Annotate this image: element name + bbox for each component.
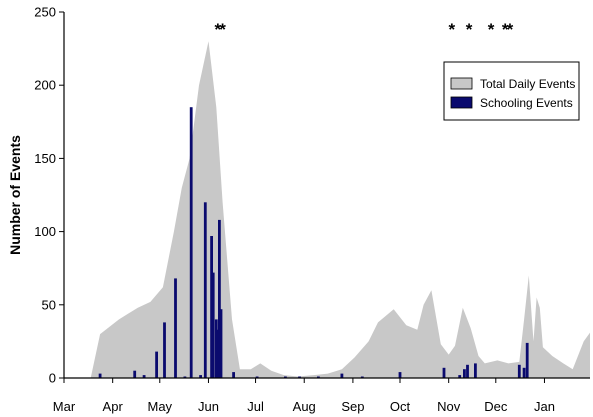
legend-label-schooling: Schooling Events xyxy=(480,96,573,110)
schooling-event-bar xyxy=(219,309,223,378)
schooling-event-bar xyxy=(218,219,221,378)
y-ticks-layer: 0 50 100 150 200 250 xyxy=(34,5,64,386)
schooling-event-bar xyxy=(174,278,177,378)
x-tick-label: Nov xyxy=(437,399,461,414)
x-tick-label: Jan xyxy=(534,399,555,414)
schooling-event-bar xyxy=(189,107,193,378)
schooling-event-bar xyxy=(211,272,215,378)
schooling-event-bar xyxy=(525,342,529,378)
x-tick-label: Aug xyxy=(293,399,316,414)
schooling-event-bar xyxy=(458,375,462,378)
schooling-event-bar xyxy=(142,375,146,378)
star-marker: * xyxy=(502,20,509,39)
schooling-event-bar xyxy=(232,372,235,378)
legend-swatch-schooling xyxy=(450,96,473,109)
star-marker: * xyxy=(488,20,495,39)
schooling-event-bar xyxy=(214,319,218,378)
y-axis-title: Number of Events xyxy=(7,135,23,255)
schooling-event-bar xyxy=(203,202,207,378)
star-markers-layer: ** * * * ** xyxy=(215,20,514,39)
schooling-event-bar xyxy=(317,376,320,378)
y-tick-label: 150 xyxy=(34,151,56,166)
y-tick-label: 200 xyxy=(34,78,56,93)
total-events-area xyxy=(90,41,590,379)
star-marker: * xyxy=(507,20,514,39)
x-tick-label: May xyxy=(147,399,172,414)
star-marker: * xyxy=(466,20,473,39)
schooling-event-bar xyxy=(98,373,102,378)
x-tick-label: Dec xyxy=(484,399,508,414)
y-tick-label: 250 xyxy=(34,5,56,20)
x-tick-label: Jul xyxy=(247,399,264,414)
x-tick-label: Apr xyxy=(103,399,124,414)
schooling-event-bar xyxy=(474,363,477,378)
y-tick-label: 0 xyxy=(49,371,56,386)
x-tick-label: Sep xyxy=(341,399,364,414)
schooling-event-bar xyxy=(340,373,344,378)
schooling-event-bar xyxy=(298,376,301,378)
x-tick-label: Jun xyxy=(198,399,219,414)
schooling-event-bar xyxy=(255,376,259,378)
schooling-event-bar xyxy=(360,376,364,378)
schooling-event-bar xyxy=(522,367,526,378)
y-tick-label: 50 xyxy=(42,297,56,312)
legend: Total Daily Events Schooling Events xyxy=(443,61,580,121)
schooling-event-bar xyxy=(463,369,466,378)
schooling-event-bar xyxy=(155,351,158,378)
schooling-event-bar xyxy=(183,376,187,378)
schooling-event-bar xyxy=(210,236,213,378)
schooling-event-bar xyxy=(466,364,469,378)
star-marker: * xyxy=(219,20,226,39)
schooling-event-bar xyxy=(442,367,446,378)
x-tick-label: Mar xyxy=(53,399,76,414)
legend-label-total: Total Daily Events xyxy=(480,77,575,91)
total-events-area-layer xyxy=(90,41,590,379)
schooling-event-bar xyxy=(216,329,220,378)
schooling-event-bar xyxy=(398,372,402,378)
x-tick-label: Oct xyxy=(390,399,411,414)
star-marker: * xyxy=(449,20,456,39)
schooling-event-bar xyxy=(199,375,202,378)
schooling-event-bar xyxy=(133,370,137,378)
schooling-event-bar xyxy=(163,322,166,378)
x-ticks-layer: Mar Apr May Jun Jul Aug Sep Oct Nov Dec Jan xyxy=(53,378,555,414)
legend-box xyxy=(443,61,580,121)
schooling-event-bar xyxy=(517,364,521,378)
legend-swatch-total xyxy=(450,77,473,90)
y-tick-label: 100 xyxy=(34,224,56,239)
schooling-bars-layer xyxy=(98,107,529,378)
star-marker: * xyxy=(215,20,222,39)
schooling-event-bar xyxy=(284,376,287,378)
